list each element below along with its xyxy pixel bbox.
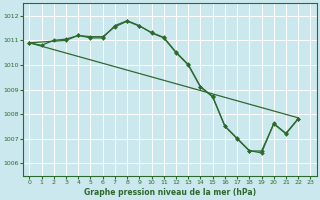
X-axis label: Graphe pression niveau de la mer (hPa): Graphe pression niveau de la mer (hPa): [84, 188, 256, 197]
